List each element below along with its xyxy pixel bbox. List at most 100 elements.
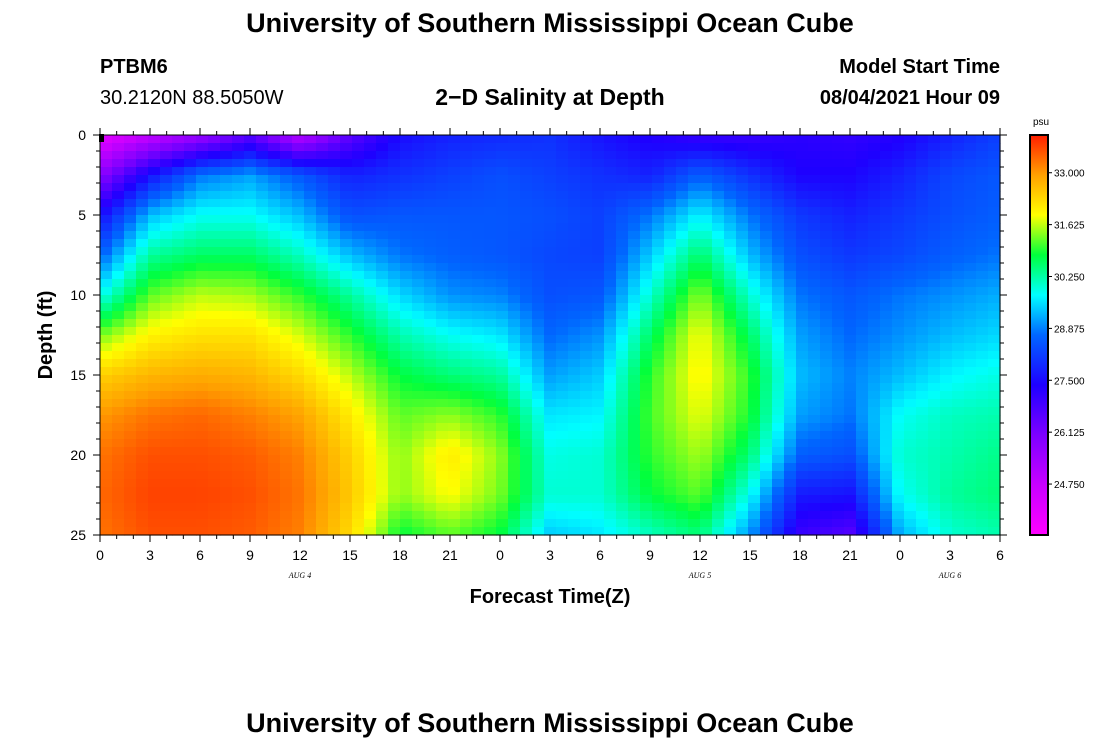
heatmap-cell — [400, 191, 413, 200]
heatmap-cell — [544, 327, 557, 336]
heatmap-cell — [796, 367, 809, 376]
heatmap-cell — [160, 199, 173, 208]
heatmap-cell — [628, 175, 641, 184]
heatmap-cell — [328, 527, 341, 536]
heatmap-cell — [124, 383, 137, 392]
heatmap-cell — [940, 519, 953, 528]
heatmap-cell — [112, 223, 125, 232]
heatmap-cell — [664, 335, 677, 344]
heatmap-cell — [448, 271, 461, 280]
heatmap-cell — [208, 327, 221, 336]
heatmap-cell — [196, 511, 209, 520]
heatmap-cell — [292, 431, 305, 440]
heatmap-cell — [880, 479, 893, 488]
heatmap-cell — [808, 191, 821, 200]
heatmap-cell — [724, 159, 737, 168]
heatmap-cell — [592, 359, 605, 368]
heatmap-cell — [664, 407, 677, 416]
heatmap-cell — [916, 503, 929, 512]
heatmap-cell — [112, 239, 125, 248]
heatmap-cell — [352, 439, 365, 448]
heatmap-cell — [676, 303, 689, 312]
heatmap-cell — [364, 151, 377, 160]
heatmap-cell — [700, 351, 713, 360]
heatmap-cell — [700, 423, 713, 432]
heatmap-cell — [940, 415, 953, 424]
heatmap-cell — [976, 135, 989, 144]
heatmap-cell — [340, 311, 353, 320]
heatmap-cell — [856, 143, 869, 152]
heatmap-cell — [436, 271, 449, 280]
heatmap-cell — [856, 479, 869, 488]
heatmap-cell — [220, 151, 233, 160]
heatmap-cell — [616, 303, 629, 312]
heatmap-cell — [700, 159, 713, 168]
heatmap-cell — [400, 327, 413, 336]
heatmap-cell — [640, 295, 653, 304]
heatmap-cell — [760, 431, 773, 440]
heatmap-cell — [760, 351, 773, 360]
heatmap-cell — [928, 175, 941, 184]
heatmap-cell — [352, 167, 365, 176]
heatmap-cell — [244, 263, 257, 272]
heatmap-cell — [208, 247, 221, 256]
heatmap-cell — [496, 479, 509, 488]
heatmap-cell — [544, 415, 557, 424]
heatmap-cell — [388, 199, 401, 208]
heatmap-cell — [268, 215, 281, 224]
heatmap-cell — [268, 159, 281, 168]
heatmap-cell — [976, 495, 989, 504]
heatmap-cell — [508, 271, 521, 280]
heatmap-cell — [904, 247, 917, 256]
heatmap-cell — [664, 279, 677, 288]
heatmap-cell — [904, 239, 917, 248]
heatmap-cell — [700, 407, 713, 416]
heatmap-cell — [676, 415, 689, 424]
heatmap-cell — [196, 343, 209, 352]
heatmap-cell — [508, 367, 521, 376]
heatmap-cell — [424, 247, 437, 256]
heatmap-cell — [616, 359, 629, 368]
heatmap-cell — [604, 295, 617, 304]
heatmap-cell — [568, 223, 581, 232]
heatmap-cell — [784, 215, 797, 224]
heatmap-cell — [484, 335, 497, 344]
heatmap-cell — [604, 391, 617, 400]
heatmap-cell — [808, 375, 821, 384]
heatmap-cell — [160, 207, 173, 216]
heatmap-cell — [820, 479, 833, 488]
heatmap-cell — [844, 135, 857, 144]
heatmap-cell — [604, 415, 617, 424]
heatmap-cell — [988, 167, 1001, 176]
heatmap-cell — [964, 143, 977, 152]
heatmap-cell — [772, 239, 785, 248]
heatmap-cell — [436, 415, 449, 424]
heatmap-cell — [460, 511, 473, 520]
heatmap-cell — [808, 207, 821, 216]
heatmap-cell — [136, 519, 149, 528]
heatmap-cell — [484, 471, 497, 480]
heatmap-cell — [856, 231, 869, 240]
heatmap-cell — [580, 527, 593, 536]
heatmap-cell — [796, 311, 809, 320]
heatmap-cell — [604, 463, 617, 472]
heatmap-cell — [568, 319, 581, 328]
heatmap-cell — [580, 319, 593, 328]
heatmap-cell — [448, 439, 461, 448]
heatmap-cell — [712, 223, 725, 232]
heatmap-cell — [340, 351, 353, 360]
heatmap-cell — [760, 239, 773, 248]
heatmap-cell — [436, 175, 449, 184]
heatmap-cell — [664, 311, 677, 320]
heatmap-cell — [508, 399, 521, 408]
heatmap-cell — [412, 383, 425, 392]
heatmap-cell — [844, 303, 857, 312]
heatmap-cell — [820, 471, 833, 480]
heatmap-cell — [244, 447, 257, 456]
heatmap-cell — [232, 367, 245, 376]
heatmap-cell — [916, 247, 929, 256]
heatmap-cell — [712, 191, 725, 200]
heatmap-cell — [388, 327, 401, 336]
heatmap-cell — [904, 447, 917, 456]
heatmap-cell — [832, 511, 845, 520]
